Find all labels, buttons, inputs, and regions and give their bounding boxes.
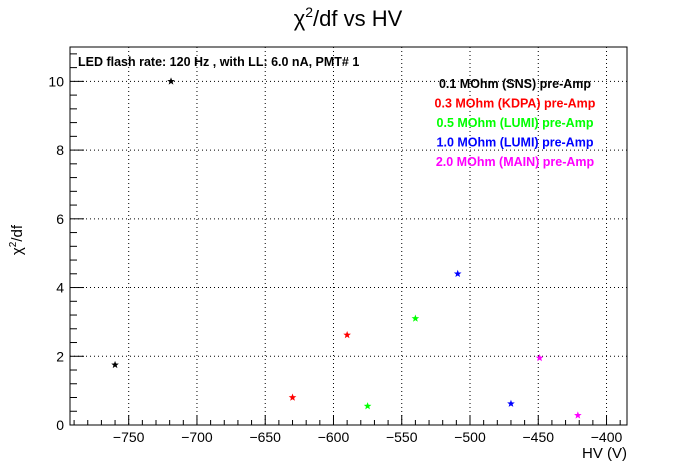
run-conditions-annotation: LED flash rate: 120 Hz , with LL: 6.0 nA… — [78, 55, 359, 69]
y-tick-label: 0 — [56, 417, 64, 433]
legend-entry: 0.3 MOhm (KDPA) pre-Amp — [435, 97, 596, 111]
x-tick-label: −550 — [386, 429, 418, 445]
legend: 0.1 MOhm (SNS) pre-Amp 0.3 MOhm (KDPA) pr… — [435, 77, 596, 169]
x-axis-title: HV (V) — [582, 445, 627, 462]
y-tick-label: 6 — [56, 211, 64, 227]
data-point — [288, 393, 297, 401]
data-points — [111, 77, 582, 419]
y-axis-title: χ2/df — [8, 224, 26, 255]
data-point — [535, 353, 544, 362]
y-tick-labels: 0 2 4 6 8 10 — [48, 73, 64, 433]
y-tick-label: 4 — [56, 280, 64, 296]
data-point — [111, 360, 119, 369]
y-tick-label: 8 — [56, 142, 64, 158]
legend-entry: 2.0 MOhm (MAIN) pre-Amp — [436, 155, 595, 169]
data-point — [507, 399, 515, 407]
x-tick-label: −450 — [522, 429, 554, 445]
x-tick-label: −750 — [113, 429, 145, 445]
x-tick-label: −500 — [454, 429, 486, 445]
legend-entry: 0.1 MOhm (SNS) pre-Amp — [439, 77, 591, 91]
legend-entry: 0.5 MOhm (LUMI) pre-Amp — [437, 116, 594, 130]
axis-ticks — [70, 53, 621, 426]
data-point — [167, 77, 175, 85]
data-point — [411, 314, 420, 322]
legend-entry: 1.0 MOhm (LUMI) pre-Amp — [437, 136, 594, 150]
x-tick-label: −400 — [591, 429, 623, 445]
y-tick-label: 2 — [56, 348, 64, 364]
data-point — [574, 411, 582, 419]
data-point — [363, 402, 372, 410]
plot-frame — [69, 46, 628, 426]
x-tick-label: −600 — [318, 429, 350, 445]
chart-title: χ2/df vs HV — [294, 4, 403, 31]
data-point — [453, 269, 462, 278]
y-tick-label: 10 — [48, 73, 64, 89]
x-tick-label: −700 — [181, 429, 213, 445]
x-tick-labels: −750 −700 −650 −600 −550 −500 −450 −400 — [113, 429, 623, 445]
data-point — [343, 330, 351, 339]
x-tick-label: −650 — [249, 429, 281, 445]
grid-lines — [70, 47, 627, 425]
